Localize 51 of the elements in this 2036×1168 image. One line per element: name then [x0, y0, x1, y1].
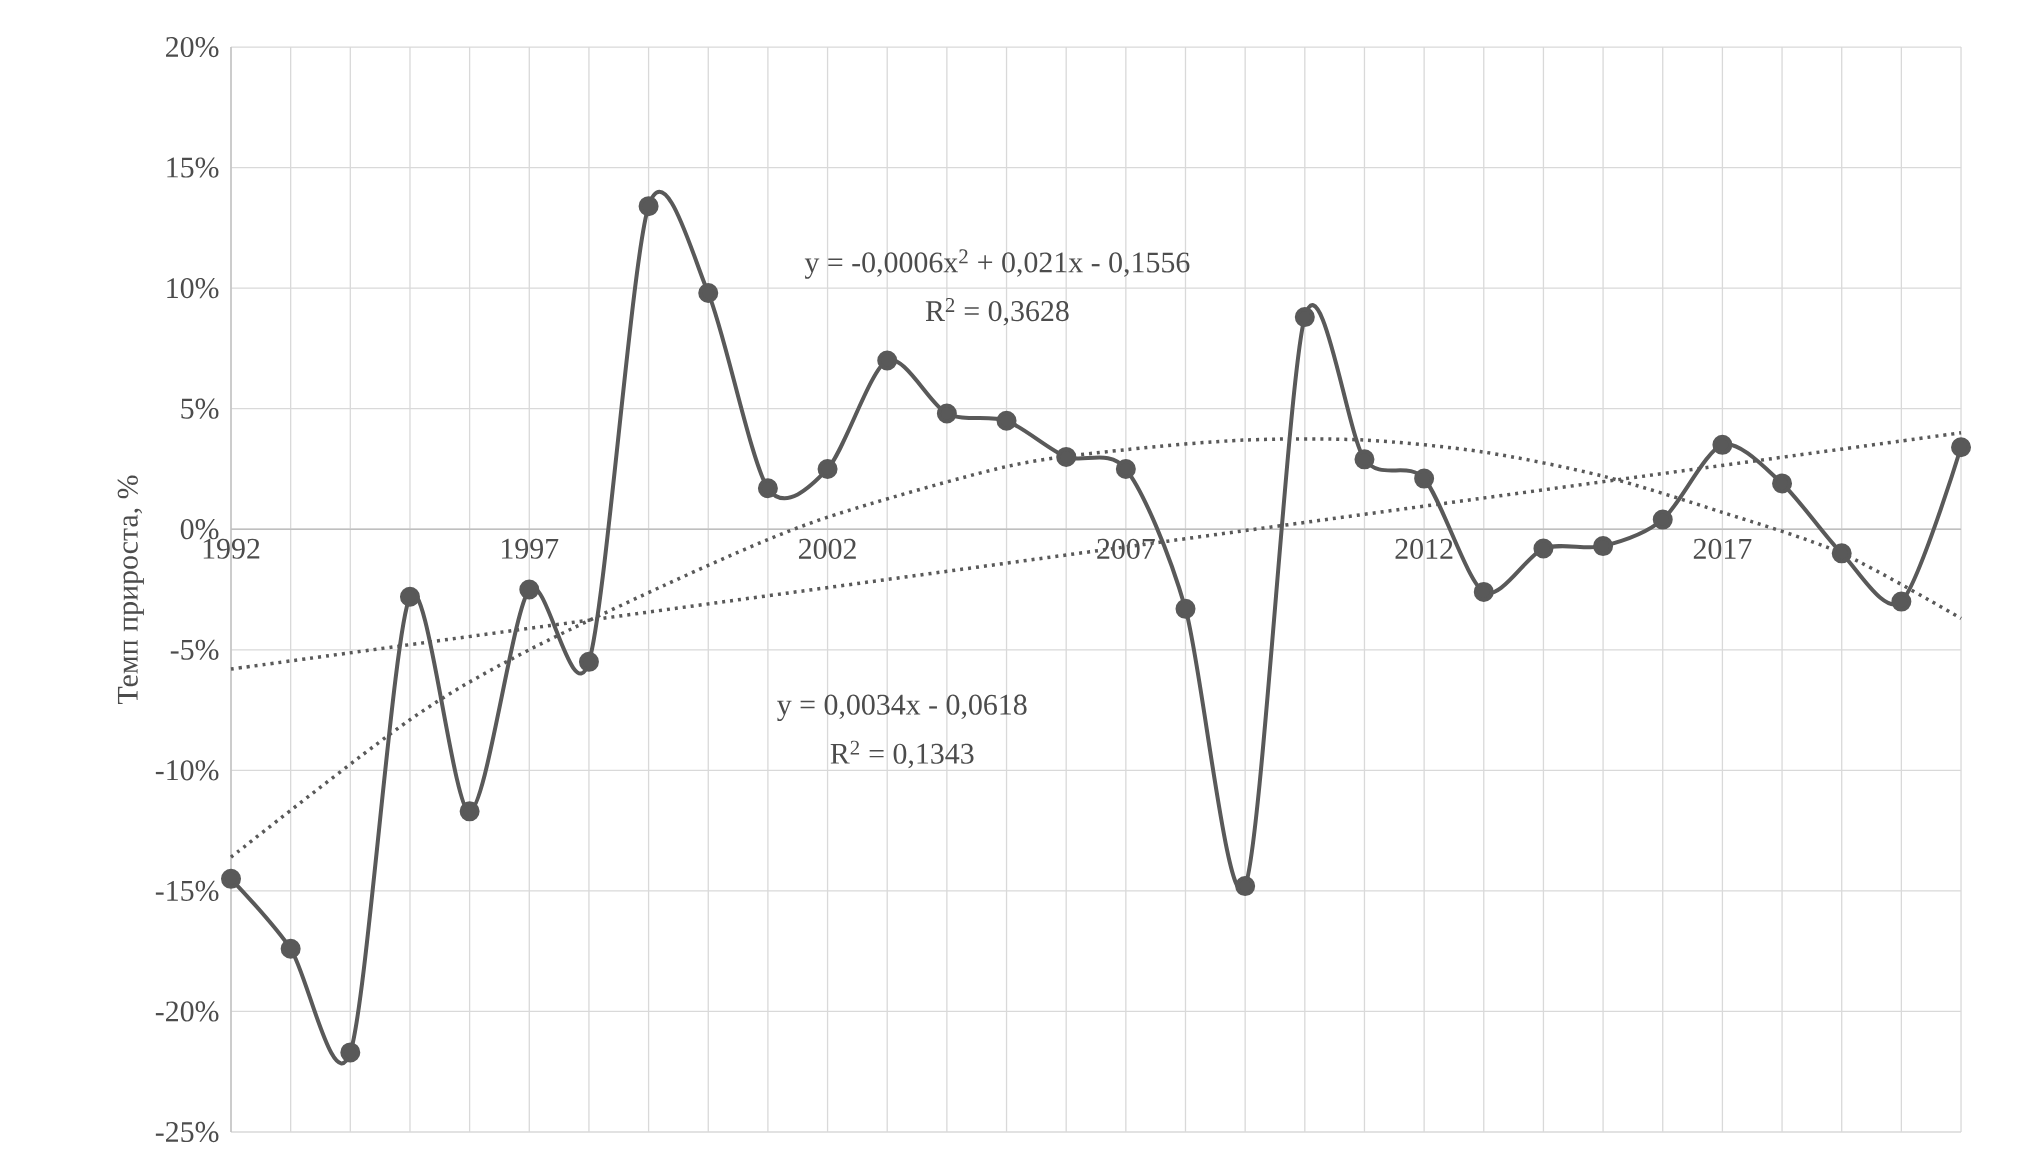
point [996, 410, 1017, 431]
y-tick-label: 5% [181, 398, 219, 419]
point [459, 801, 480, 822]
x-tick-label: 2002 [798, 538, 856, 559]
point [1175, 598, 1196, 619]
point [1533, 538, 1554, 559]
point [578, 651, 599, 672]
x-tick-label: 2012 [1395, 538, 1453, 559]
point [1593, 536, 1614, 557]
point [638, 196, 659, 217]
point [1294, 307, 1315, 328]
y-tick-label: 20% [166, 36, 219, 58]
point [936, 403, 957, 424]
x-tick-label: 1992 [203, 538, 260, 559]
point [221, 868, 241, 889]
point [1891, 591, 1912, 612]
point [1354, 449, 1375, 470]
annotation: R$^{2}$ = 0,3628 [925, 298, 1069, 326]
annotation: y = -0,0006x$^{2}$ + 0,021x - 0,1556 [804, 249, 1190, 279]
annotation: R$^{2}$ = 0,1343 [830, 740, 974, 769]
point [519, 579, 540, 600]
x-tick-label: 2017 [1693, 538, 1752, 559]
point [1115, 458, 1136, 479]
point [1652, 509, 1673, 530]
point [877, 350, 898, 371]
point [1473, 581, 1494, 602]
y-tick-label: -15% [155, 880, 219, 902]
y-tick-label: -5% [170, 639, 219, 660]
point [757, 478, 778, 499]
x-tick-label: 1997 [502, 538, 559, 559]
y-tick-label: 15% [167, 157, 219, 178]
y-tick-label: 0% [180, 519, 219, 540]
point [1235, 876, 1256, 897]
point [1951, 437, 1972, 458]
annotation: y = 0,0034x - 0,0618 [777, 694, 1027, 721]
point [399, 586, 420, 607]
point [817, 458, 838, 479]
y-tick-label: -20% [155, 1001, 219, 1022]
point [1056, 446, 1077, 467]
y-tick-label: 10% [167, 278, 219, 299]
point [698, 282, 719, 303]
y-tick-label: -25% [155, 1121, 219, 1143]
point [1712, 434, 1733, 455]
point [1831, 543, 1852, 564]
point [340, 1042, 361, 1063]
y-axis-title: Темп прироста, % [117, 475, 144, 705]
point [1414, 468, 1435, 489]
y-tick-label: -10% [155, 760, 219, 781]
point [1772, 473, 1793, 494]
x-tick-label: 2007 [1097, 538, 1155, 559]
point [280, 938, 301, 959]
